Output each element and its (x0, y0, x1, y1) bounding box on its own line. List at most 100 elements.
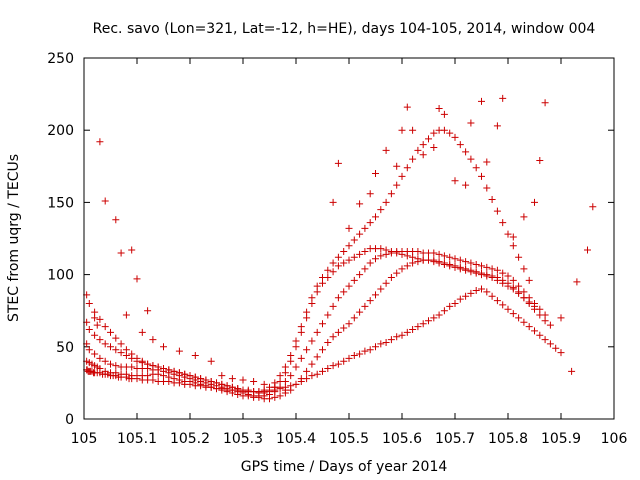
data-point (467, 268, 475, 276)
data-point (488, 265, 496, 273)
data-point (213, 379, 220, 387)
data-point (191, 373, 199, 381)
data-point (144, 307, 152, 315)
data-point (403, 328, 411, 336)
data-point (446, 302, 454, 310)
data-point (467, 289, 475, 297)
data-point (387, 273, 395, 281)
data-point (329, 198, 337, 206)
data-point (509, 233, 517, 241)
data-point (520, 294, 528, 302)
data-point (515, 253, 523, 261)
data-point (366, 346, 374, 354)
data-point (223, 382, 231, 390)
data-point (287, 372, 295, 380)
data-point (509, 285, 517, 293)
y-tick-label: 100 (47, 268, 74, 284)
data-point (366, 259, 374, 267)
data-point (440, 307, 448, 315)
data-point (329, 302, 337, 310)
data-point (128, 363, 136, 371)
data-point (191, 351, 199, 359)
data-point (297, 375, 305, 383)
data-point (393, 181, 401, 189)
data-point (297, 323, 305, 331)
data-point (117, 249, 125, 257)
data-point (509, 276, 517, 284)
data-point (117, 349, 125, 357)
y-tick-label: 150 (47, 195, 74, 211)
data-point (303, 367, 311, 375)
data-point (319, 346, 326, 354)
data-point (536, 331, 544, 339)
data-point (244, 386, 252, 394)
data-point (541, 99, 549, 107)
data-point (96, 364, 104, 372)
data-point (160, 364, 167, 372)
data-point (133, 354, 141, 362)
data-point (276, 372, 284, 380)
data-point (398, 126, 406, 134)
data-point (292, 363, 300, 371)
data-point (313, 370, 321, 378)
data-point (504, 305, 512, 313)
data-point (393, 162, 401, 170)
data-point (525, 298, 533, 306)
data-point (372, 170, 379, 178)
data-point (334, 328, 342, 336)
data-point (218, 380, 226, 388)
data-point (472, 286, 480, 294)
data-point (403, 252, 411, 260)
data-point (531, 327, 538, 335)
y-tick-label: 200 (47, 123, 74, 139)
data-point (419, 320, 427, 328)
data-point (456, 141, 464, 149)
data-point (366, 297, 374, 305)
data-point (107, 328, 114, 336)
data-point (499, 94, 507, 102)
data-point (509, 310, 517, 318)
data-point (409, 126, 417, 134)
data-point (329, 259, 337, 267)
data-point (536, 157, 544, 165)
data-point (133, 275, 141, 283)
data-point (488, 196, 496, 204)
data-point (324, 364, 332, 372)
data-point (345, 256, 353, 264)
data-point (234, 385, 242, 393)
data-point (472, 164, 480, 172)
data-point (112, 362, 120, 370)
data-point (462, 266, 470, 274)
x-axis-label: GPS time / Days of year 2014 (241, 459, 448, 475)
data-point (144, 372, 152, 380)
data-point (509, 242, 517, 250)
data-point (372, 213, 379, 221)
data-point (414, 323, 422, 331)
data-point (144, 360, 152, 368)
data-point (382, 246, 390, 254)
data-point (122, 370, 130, 378)
data-point (430, 144, 438, 152)
data-point (552, 344, 560, 352)
data-point (175, 369, 183, 377)
data-point (372, 343, 379, 351)
data-point (520, 213, 528, 221)
data-point (382, 279, 390, 287)
data-point (128, 246, 136, 254)
data-point (181, 370, 189, 378)
data-point (430, 129, 438, 137)
data-point (462, 258, 470, 266)
data-point (101, 197, 109, 205)
data-point (414, 247, 422, 255)
data-point (515, 282, 523, 290)
data-point (430, 249, 438, 257)
data-point (557, 314, 565, 322)
data-point (451, 255, 459, 263)
data-point (467, 155, 475, 163)
data-point (515, 289, 523, 297)
data-point (239, 376, 247, 384)
data-point (456, 295, 464, 303)
data-point (372, 291, 379, 299)
data-point (85, 346, 93, 354)
data-point (382, 198, 390, 206)
